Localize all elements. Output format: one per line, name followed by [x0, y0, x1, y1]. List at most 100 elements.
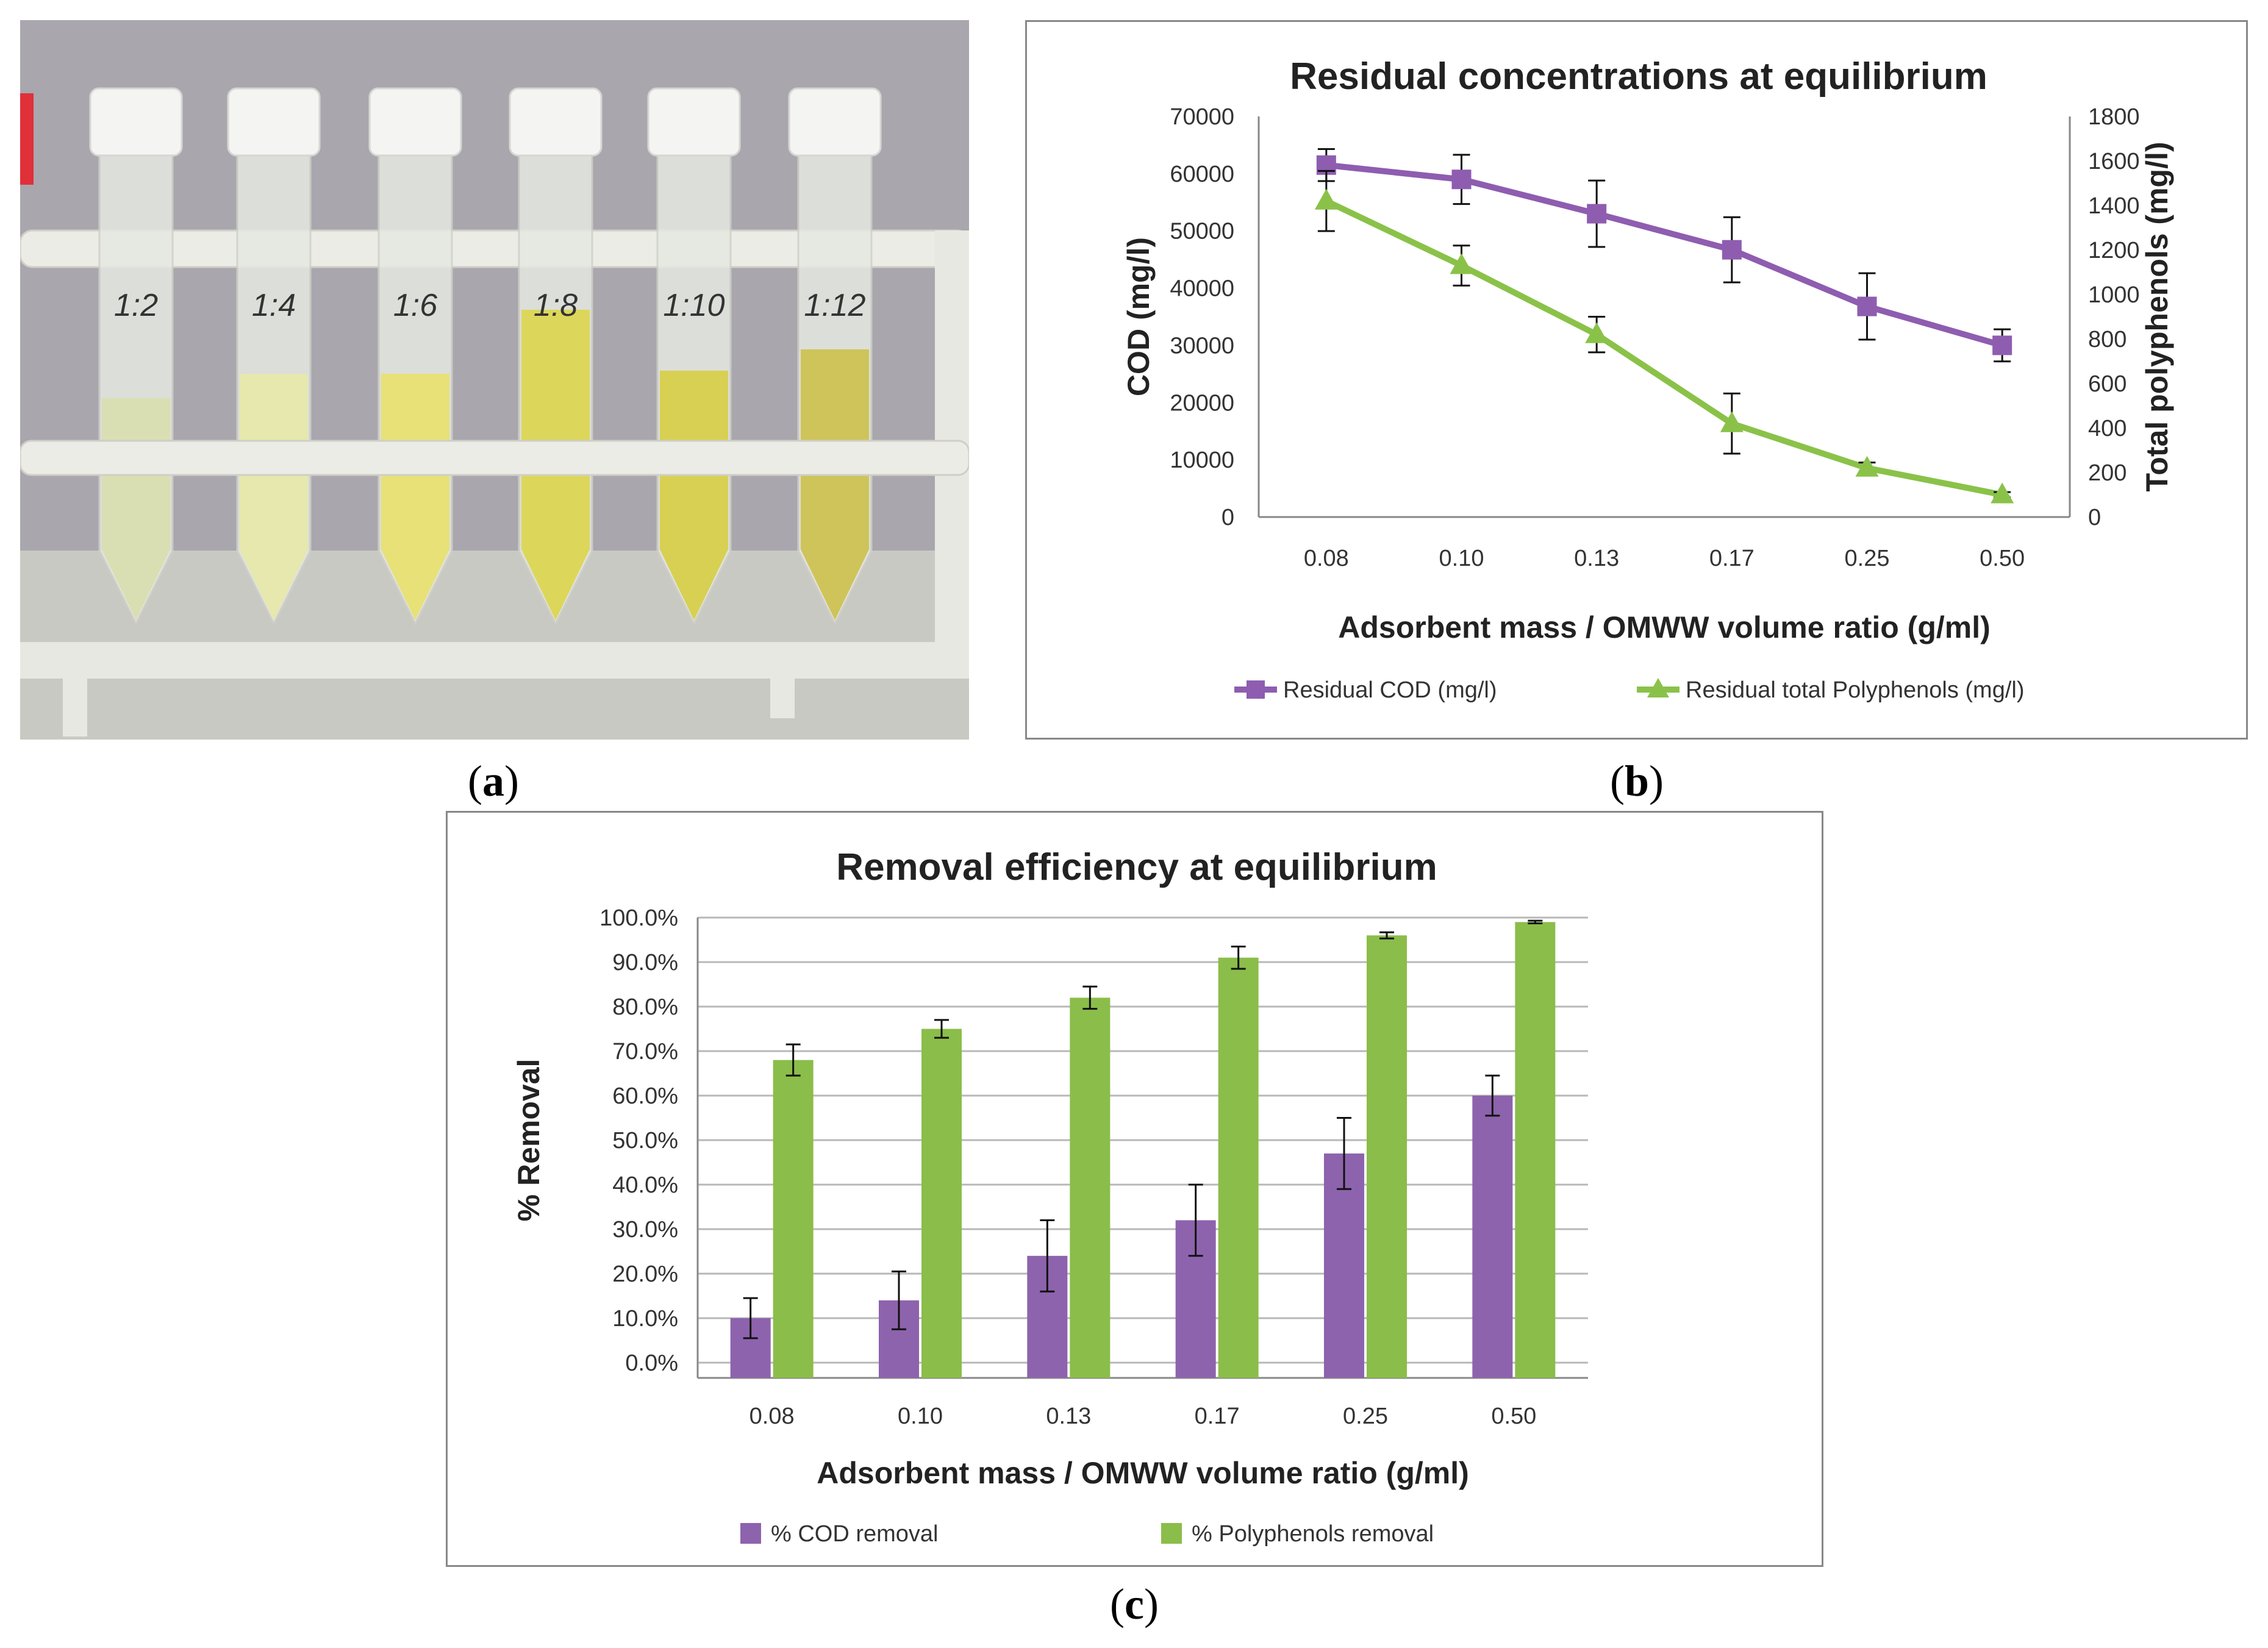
data-point-polyphenols	[1991, 482, 2014, 504]
bar-cod-removal	[1472, 1096, 1513, 1378]
data-point-polyphenols	[1720, 411, 1744, 432]
chart-title: Removal efficiency at equilibrium	[836, 846, 1437, 888]
rack-foot-right	[770, 676, 795, 718]
legend-label: Residual total Polyphenols (mg/l)	[1686, 677, 2025, 703]
y2-tick-label: 600	[2088, 371, 2127, 397]
data-point-polyphenols	[1855, 455, 1879, 477]
removal-efficiency-chart: Removal efficiency at equilibrium 0.0% 10.…	[446, 811, 1823, 1567]
x-axis-title: Adsorbent mass / OMWW volume ratio (g/ml…	[1338, 610, 1991, 644]
x-tick-label: 0.17	[1195, 1404, 1240, 1429]
y2-tick-label: 0	[2088, 505, 2101, 530]
rack-base	[20, 642, 969, 679]
tube-label: 1:2	[114, 288, 158, 323]
y-tick-label: 50.0%	[612, 1128, 678, 1154]
x-tick-label: 0.50	[1491, 1404, 1536, 1429]
legend-label: % COD removal	[771, 1521, 939, 1547]
y2-tick-label: 1800	[2088, 104, 2140, 130]
tube-liquid	[381, 374, 449, 620]
y-tick-label: 100.0%	[599, 905, 678, 931]
y-tick-label: 60.0%	[612, 1083, 678, 1109]
y-axis-title: % Removal	[512, 1059, 546, 1222]
x-tick-label: 0.25	[1845, 546, 1890, 571]
y-tick-label: 70.0%	[612, 1039, 678, 1065]
y-tick-label: 70000	[1170, 104, 1234, 130]
tube-label: 1:12	[804, 288, 865, 323]
chart-title: Residual concentrations at equilibrium	[1290, 55, 1987, 98]
bar-polyphenols-removal	[773, 1060, 814, 1378]
bar-polyphenols-removal	[1367, 935, 1407, 1378]
panel-label-a: (a)	[468, 757, 519, 805]
series-line-cod	[1326, 162, 2003, 349]
residual-concentrations-chart: Residual concentrations at equilibrium 0 1…	[1025, 20, 2248, 740]
panel-label-b: (b)	[1609, 757, 1664, 805]
legend-marker-square	[1247, 680, 1265, 699]
photo-test-tubes: 1:2 1:4 1:6 1:8 1:10 1:12	[19, 20, 970, 740]
y-tick-label: 50000	[1170, 219, 1234, 244]
y-tick-label: 90.0%	[612, 950, 678, 976]
y-tick-label: 80.0%	[612, 994, 678, 1020]
y-axis-title: COD (mg/l)	[1121, 237, 1156, 396]
x-tick-label: 0.08	[1304, 546, 1349, 571]
tube-liquid	[660, 371, 728, 620]
y-tick-label: 30000	[1170, 333, 1234, 358]
y2-tick-label: 800	[2088, 327, 2127, 352]
x-tick-label: 0.17	[1709, 546, 1755, 571]
data-point-cod	[1587, 204, 1607, 224]
chart-b-svg: Residual concentrations at equilibrium 0 1…	[1121, 55, 2174, 703]
y2-tick-label: 1400	[2088, 193, 2140, 219]
bar-cod-removal	[1324, 1153, 1364, 1378]
tube-cap	[788, 87, 882, 157]
data-point-polyphenols	[1314, 188, 1338, 210]
x-axis-title: Adsorbent mass / OMWW volume ratio (g/ml…	[817, 1456, 1469, 1490]
bar-polyphenols-removal	[1218, 957, 1259, 1378]
legend-swatch	[740, 1523, 761, 1544]
bar-polyphenols-removal	[1070, 997, 1111, 1378]
tube-label: 1:10	[663, 288, 724, 323]
y-tick-label: 10.0%	[612, 1306, 678, 1332]
data-point-cod	[1992, 335, 2012, 355]
panel-label-c: (c)	[1110, 1580, 1159, 1628]
tube-liquid	[801, 349, 869, 620]
tube-cap	[89, 87, 183, 157]
y-tick-label: 40000	[1170, 276, 1234, 302]
data-point-polyphenols	[1450, 253, 1473, 274]
x-tick-label: 0.10	[1439, 546, 1484, 571]
photo-scene: 1:2 1:4 1:6 1:8 1:10 1:12	[19, 20, 970, 740]
y-tick-label: 20.0%	[612, 1261, 678, 1287]
y-tick-label: 30.0%	[612, 1217, 678, 1243]
tube-label: 1:6	[393, 288, 437, 323]
y-tick-label: 60000	[1170, 162, 1234, 187]
tube-cap	[509, 87, 603, 157]
x-tick-label: 0.13	[1574, 546, 1619, 571]
x-tick-label: 0.10	[898, 1404, 943, 1429]
bar-polyphenols-removal	[1515, 922, 1556, 1378]
chart-c-svg: Removal efficiency at equilibrium 0.0% 10.…	[512, 846, 1588, 1547]
legend-label: % Polyphenols removal	[1192, 1521, 1434, 1547]
tube-liquid	[240, 374, 308, 620]
red-cap-edge	[20, 93, 34, 185]
y-tick-label: 20000	[1170, 390, 1234, 416]
legend-marker-triangle	[1647, 678, 1669, 697]
data-point-cod	[1722, 240, 1742, 260]
series-line-polyphenols	[1325, 198, 2003, 498]
legend-swatch	[1161, 1523, 1182, 1544]
tube-label: 1:4	[252, 288, 296, 323]
y-tick-label: 0	[1222, 505, 1234, 530]
x-tick-label: 0.50	[1980, 546, 2025, 571]
legend-label: Residual COD (mg/l)	[1283, 677, 1497, 703]
y2-tick-label: 1600	[2088, 149, 2140, 174]
x-tick-label: 0.08	[749, 1404, 795, 1429]
tube-cap	[368, 87, 462, 157]
rack-foot-left	[63, 676, 87, 737]
bar-polyphenols-removal	[921, 1029, 962, 1378]
y-tick-label: 10000	[1170, 448, 1234, 473]
y2-tick-label: 1000	[2088, 282, 2140, 308]
y2-tick-label: 1200	[2088, 238, 2140, 263]
tube-label: 1:8	[534, 288, 578, 323]
y-tick-label: 0.0%	[625, 1350, 678, 1376]
tube-cap	[227, 87, 321, 157]
x-tick-label: 0.25	[1343, 1404, 1388, 1429]
x-tick-label: 0.13	[1046, 1404, 1091, 1429]
data-point-cod	[1857, 296, 1877, 316]
tube-cap	[647, 87, 741, 157]
